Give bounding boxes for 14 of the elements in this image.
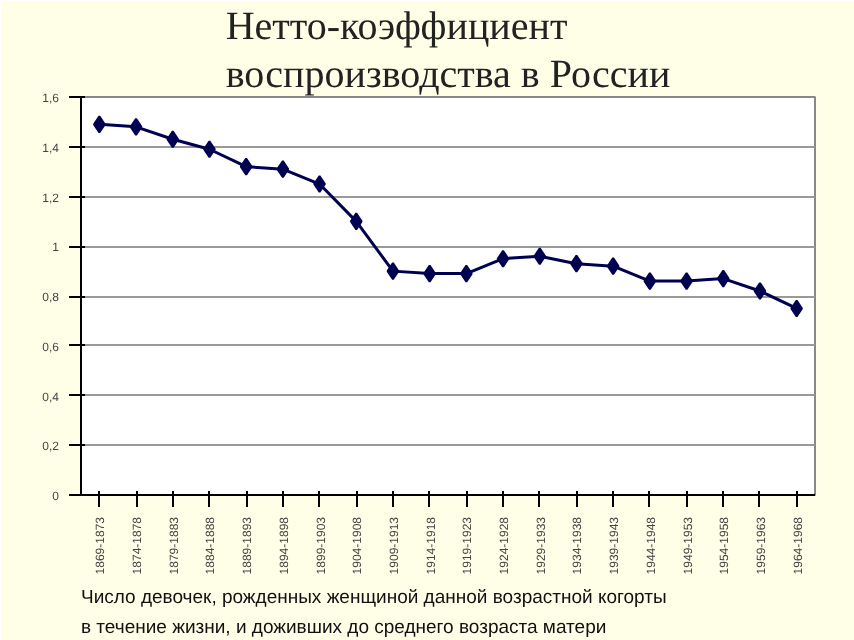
point (606, 257, 620, 276)
point (753, 282, 767, 301)
point (239, 157, 253, 176)
point (496, 249, 510, 268)
point (129, 117, 143, 136)
point (643, 272, 657, 291)
point (166, 130, 180, 149)
point (349, 212, 363, 231)
point (386, 262, 400, 281)
point (716, 269, 730, 288)
point (533, 247, 547, 266)
point (276, 160, 290, 179)
text: Число девочек, рожденных женщиной данной возрастной когорты в течение жизни, и доживших до среднего возраста матери (81, 587, 667, 639)
chart-title: Нетто-коэффициент воспроизводства в России (225, 4, 671, 97)
